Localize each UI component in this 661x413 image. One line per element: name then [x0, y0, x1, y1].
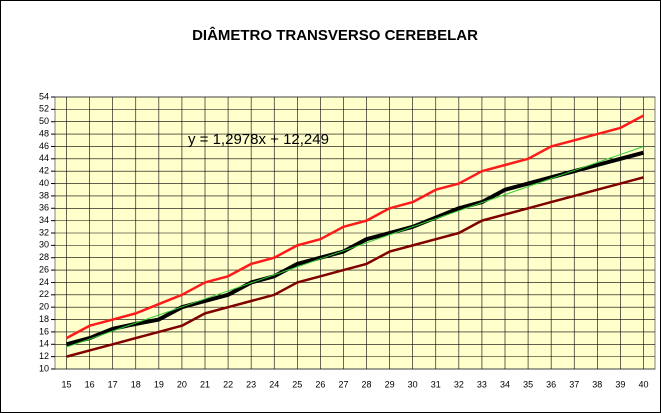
- x-tick-label: 35: [523, 379, 533, 389]
- x-tick-label: 37: [569, 379, 579, 389]
- x-tick-label: 23: [246, 379, 256, 389]
- x-tick-label: 39: [615, 379, 625, 389]
- y-tick-label: 18: [39, 314, 49, 324]
- y-tick-label: 36: [39, 203, 49, 213]
- x-tick-label: 28: [362, 379, 372, 389]
- y-tick-label: 40: [39, 178, 49, 188]
- x-tick-label: 22: [223, 379, 233, 389]
- y-tick-label: 16: [39, 326, 49, 336]
- x-tick-label: 24: [269, 379, 279, 389]
- y-tick-label: 10: [39, 363, 49, 373]
- y-tick-label: 22: [39, 289, 49, 299]
- x-tick-label: 36: [546, 379, 556, 389]
- y-tick-label: 38: [39, 190, 49, 200]
- chart-title: DIÂMETRO TRANSVERSO CEREBELAR: [192, 26, 478, 44]
- y-tick-label: 52: [39, 104, 49, 114]
- y-tick-label: 20: [39, 302, 49, 312]
- y-tick-label: 14: [39, 339, 49, 349]
- x-tick-label: 21: [200, 379, 210, 389]
- y-tick-label: 34: [39, 215, 49, 225]
- y-tick-label: 46: [39, 141, 49, 151]
- x-tick-label: 25: [292, 379, 302, 389]
- x-tick-label: 17: [108, 379, 118, 389]
- x-tick-label: 16: [85, 379, 95, 389]
- trendline-equation: y = 1,2978x + 12,249: [188, 131, 329, 148]
- x-tick-label: 27: [338, 379, 348, 389]
- y-tick-label: 50: [39, 116, 49, 126]
- series-line: [66, 150, 644, 347]
- x-tick-label: 19: [154, 379, 164, 389]
- y-tick-label: 12: [39, 351, 49, 361]
- x-tick-label: 18: [131, 379, 141, 389]
- y-tick-label: 54: [39, 91, 49, 101]
- y-tick-label: 42: [39, 166, 49, 176]
- x-tick-label: 15: [62, 379, 72, 389]
- y-tick-label: 32: [39, 227, 49, 237]
- x-tick-label: 32: [454, 379, 464, 389]
- x-tick-label: 30: [408, 379, 418, 389]
- series-line: [66, 146, 644, 348]
- x-tick-label: 40: [638, 379, 648, 389]
- series-line: [66, 176, 644, 358]
- series-line: [65, 114, 645, 340]
- x-tick-label: 34: [500, 379, 510, 389]
- x-tick-label: 26: [315, 379, 325, 389]
- x-tick-label: 33: [477, 379, 487, 389]
- x-tick-label: 20: [177, 379, 187, 389]
- y-tick-label: 48: [39, 128, 49, 138]
- x-tick-label: 29: [385, 379, 395, 389]
- y-tick-label: 30: [39, 240, 49, 250]
- y-tick-label: 28: [39, 252, 49, 262]
- y-tick-label: 44: [39, 153, 49, 163]
- y-tick-label: 24: [39, 277, 49, 287]
- x-tick-label: 38: [592, 379, 602, 389]
- y-tick-label: 26: [39, 264, 49, 274]
- x-tick-label: 31: [431, 379, 441, 389]
